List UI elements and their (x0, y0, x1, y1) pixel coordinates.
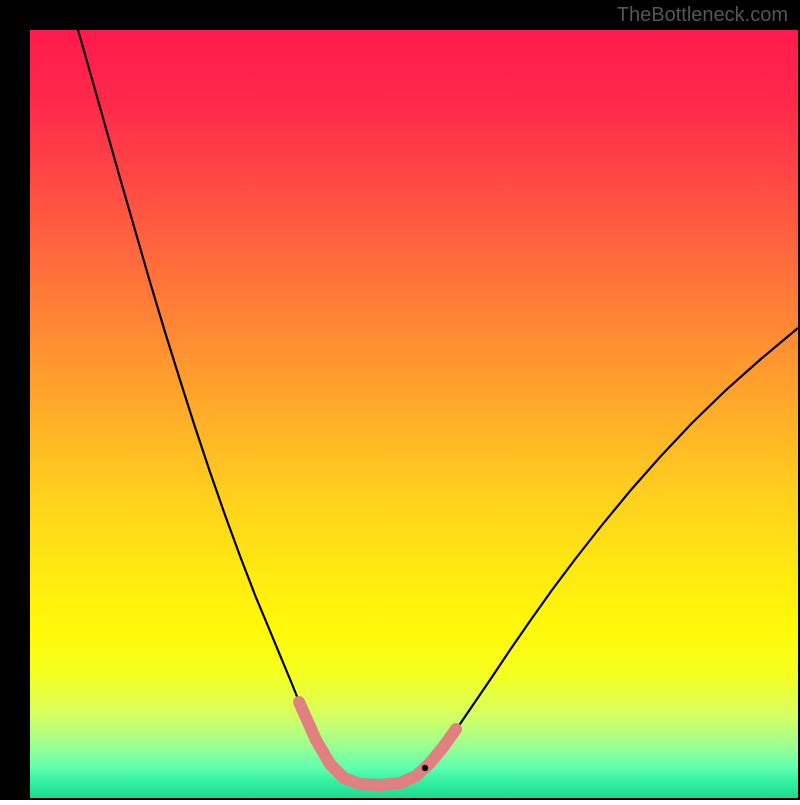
chart-svg (0, 0, 800, 800)
chart-frame: TheBottleneck.com (0, 0, 800, 800)
gradient-background (30, 30, 798, 798)
watermark-text: TheBottleneck.com (617, 4, 788, 27)
plot-area (30, 30, 798, 798)
minimum-point-dot (422, 765, 428, 771)
